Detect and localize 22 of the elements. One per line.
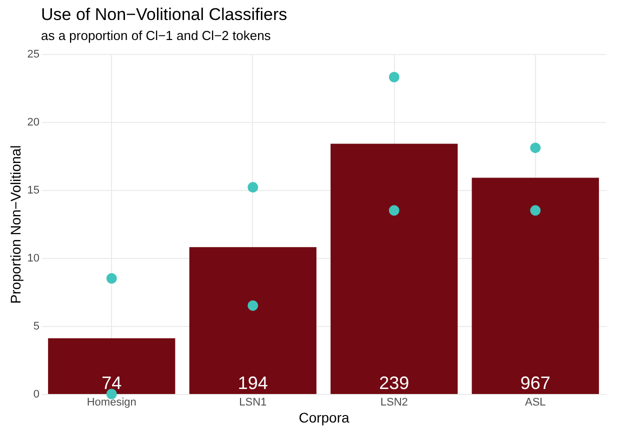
x-tick-label: ASL [524, 396, 546, 408]
y-tick-label: 5 [33, 320, 40, 332]
bar [472, 178, 599, 394]
y-tick-label: 10 [27, 252, 40, 264]
annotation: 239 [379, 373, 410, 393]
y-axis-title: Proportion Non−Volitional [7, 145, 24, 304]
bar [48, 338, 176, 394]
chart-subtitle: as a proportion of Cl−1 and Cl−2 tokens [41, 28, 272, 43]
annotation: 74 [102, 373, 122, 393]
y-tick-label: 0 [33, 388, 40, 400]
x-tick-label: LSN1 [239, 396, 267, 408]
bar [330, 144, 458, 394]
x-axis-title: Corpora [298, 410, 350, 426]
chart-title: Use of Non−Volitional Classifiers [41, 5, 288, 24]
x-tick-label: LSN2 [380, 396, 408, 408]
y-tick-label: 20 [27, 116, 40, 128]
x-tick-label: Homesign [86, 396, 136, 408]
bar [189, 247, 316, 394]
y-tick-label: 25 [27, 48, 40, 60]
y-tick-label: 15 [27, 184, 40, 196]
annotation: 194 [238, 373, 268, 393]
annotation: 967 [520, 373, 550, 393]
